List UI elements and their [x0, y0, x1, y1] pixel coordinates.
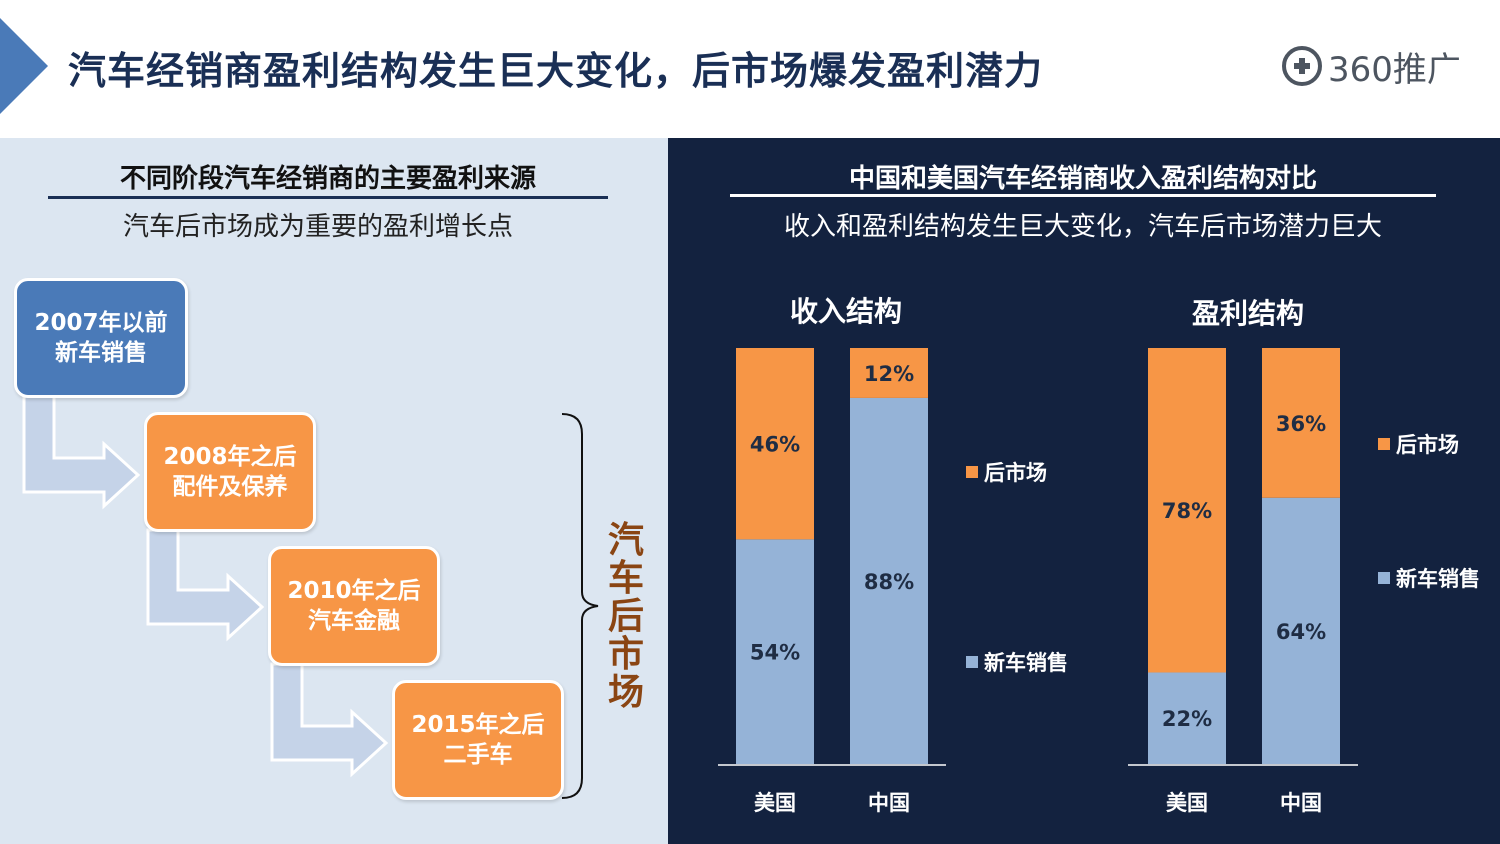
legend-swatch-0-1	[966, 466, 978, 478]
bar-0-美国-后市场	[736, 348, 814, 540]
stage-2010-period: 2010年之后	[287, 578, 421, 604]
aftermarket-label-char: 场	[607, 672, 644, 713]
right-heading: 中国和美国汽车经销商收入盈利结构对比	[848, 164, 1317, 194]
bar-1-美国-后市场	[1148, 348, 1226, 673]
aftermarket-label: 汽车后市场	[604, 522, 648, 712]
bar-label-0-0-0: 54%	[750, 641, 800, 665]
logo-text: 360推广	[1328, 49, 1461, 90]
logo: 360推广	[1282, 42, 1461, 90]
left-heading: 不同阶段汽车经销商的主要盈利来源	[119, 164, 536, 194]
bar-label-0-1-0: 88%	[864, 570, 914, 594]
stage-2008-period: 2008年之后	[163, 444, 297, 470]
stage-2008: 2008年之后 配件及保养	[144, 412, 316, 532]
stage-arrow-1	[22, 394, 141, 510]
bar-1-美国-新车销售	[1148, 672, 1226, 764]
bar-label-1-0-1: 78%	[1162, 499, 1212, 523]
bar-label-1-1-0: 64%	[1276, 620, 1326, 644]
legend-swatch-1-1	[1378, 438, 1390, 450]
stage-arrows	[22, 394, 599, 799]
left-subheading: 汽车后市场成为重要的盈利增长点	[122, 212, 513, 242]
left-heading-rule	[48, 196, 608, 199]
bar-0-中国-后市场	[850, 348, 928, 398]
aftermarket-label-char: 汽	[607, 520, 644, 561]
stage-2015: 2015年之后 二手车	[392, 680, 564, 800]
stage-2007-source: 新车销售	[55, 340, 147, 366]
header: 汽车经销商盈利结构发生巨大变化，后市场爆发盈利潜力 360推广	[0, 0, 1500, 138]
stage-2008-source: 配件及保养	[172, 474, 288, 500]
legend-label-1-0: 新车销售	[1396, 567, 1480, 591]
plus-circle-icon	[1282, 46, 1322, 86]
legend-label-1-1: 后市场	[1396, 433, 1459, 457]
bar-label-1-0-0: 22%	[1162, 707, 1212, 731]
aftermarket-label-char: 市	[607, 634, 644, 675]
bracket	[561, 413, 599, 799]
bar-0-美国-新车销售	[736, 539, 814, 764]
charts: 54% 46% 美国 88% 12% 中国 新车销售 后市场 22% 78% 美国 64% 36% 中国 新…	[718, 348, 1480, 815]
stage-2010-source: 汽车金融	[308, 608, 400, 634]
right-heading-rule	[730, 194, 1436, 197]
aftermarket-label-char: 车	[607, 558, 644, 599]
stage-2010: 2010年之后 汽车金融	[268, 546, 440, 666]
bar-0-中国-新车销售	[850, 397, 928, 764]
legend-swatch-1-0	[1378, 572, 1390, 584]
legend-label-0-1: 后市场	[984, 461, 1047, 485]
stage-arrow-2	[146, 528, 265, 642]
bar-label-0-0-1: 46%	[750, 433, 800, 457]
stage-2015-source: 二手车	[443, 742, 513, 768]
aftermarket-label-char: 后	[607, 596, 644, 637]
bar-1-中国-新车销售	[1262, 497, 1340, 764]
category-label-0-0: 美国	[754, 791, 796, 815]
category-label-0-1: 中国	[868, 791, 910, 815]
stage-arrow-3	[270, 662, 389, 778]
stage-2007: 2007年以前 新车销售	[14, 278, 188, 398]
page-title: 汽车经销商盈利结构发生巨大变化，后市场爆发盈利潜力	[68, 49, 1044, 93]
chart-title-profit: 盈利结构	[1191, 297, 1304, 330]
category-label-1-1: 中国	[1280, 791, 1322, 815]
bar-1-中国-后市场	[1262, 348, 1340, 498]
right-subheading: 收入和盈利结构发生巨大变化，汽车后市场潜力巨大	[783, 212, 1382, 242]
chart-title-revenue: 收入结构	[789, 295, 902, 328]
legend-label-0-0: 新车销售	[984, 651, 1068, 675]
stage-2007-period: 2007年以前	[34, 310, 168, 336]
title-arrow-icon	[0, 18, 48, 114]
legend-swatch-0-0	[966, 656, 978, 668]
bar-label-1-1-1: 36%	[1276, 412, 1326, 436]
category-label-1-0: 美国	[1166, 791, 1208, 815]
bar-label-0-1-1: 12%	[864, 362, 914, 386]
stage-2015-period: 2015年之后	[411, 712, 545, 738]
